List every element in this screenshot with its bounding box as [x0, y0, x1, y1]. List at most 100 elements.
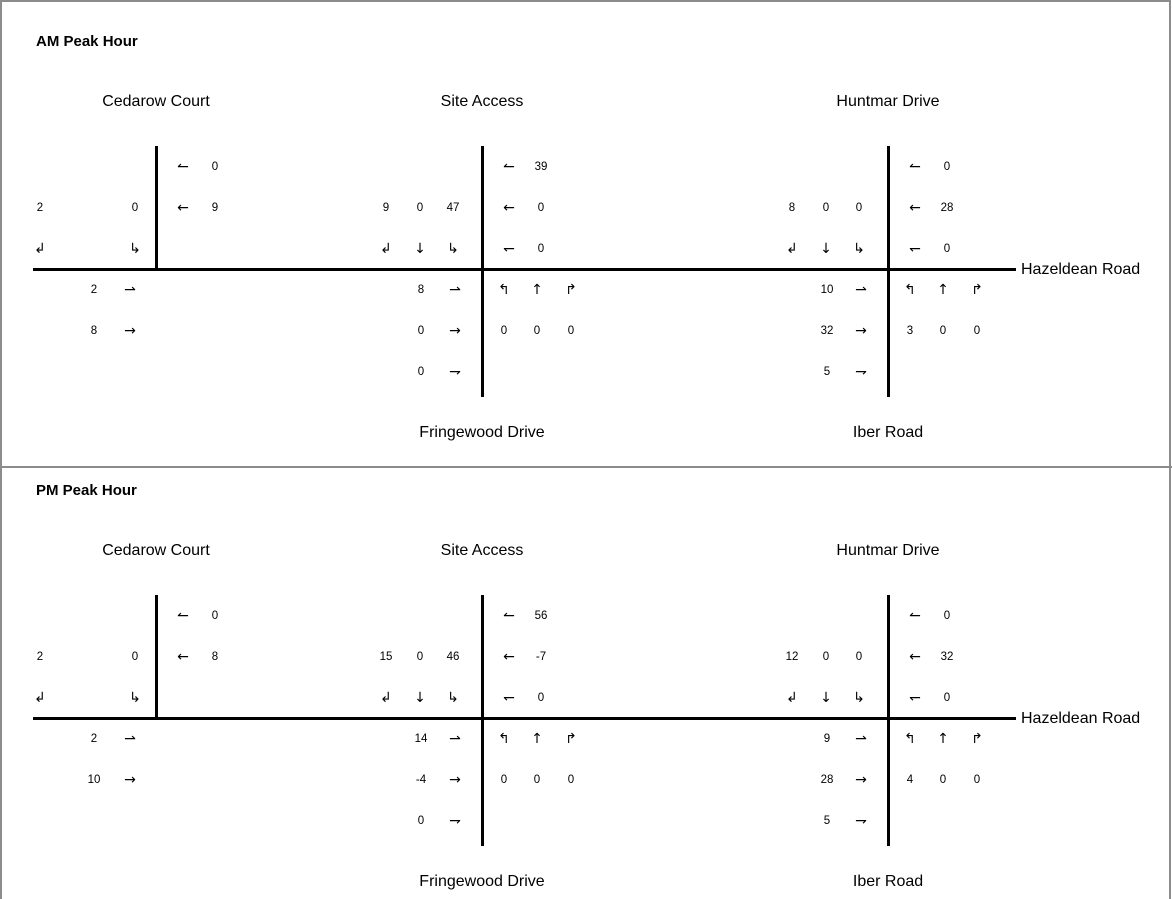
- huntmar-drive-line: [887, 595, 890, 846]
- site-wb-right-arrow-icon: ↽: [503, 241, 515, 257]
- cedarow-court-line: [155, 146, 158, 270]
- cedarow-eb-left-arrow-icon: ⇀: [124, 731, 136, 747]
- site-eb-thru-arrow-icon: →: [449, 323, 461, 339]
- site-eb-right-volume: 0: [417, 366, 425, 378]
- cedarow-eb-left-volume: 2: [90, 284, 98, 296]
- site-wb-right-arrow-icon: ↽: [503, 690, 515, 706]
- cedarow-eb-thru-arrow-icon: →: [124, 323, 136, 339]
- site-eb-left-arrow-icon: ⇀: [449, 282, 461, 298]
- site-wb-thru-volume: -7: [535, 651, 547, 663]
- street-label-huntmar-drive: Huntmar Drive: [836, 93, 940, 110]
- site-eb-left-volume: 8: [417, 284, 425, 296]
- street-label-site-access: Site Access: [440, 93, 524, 110]
- site-sb-right-volume: 15: [379, 651, 393, 663]
- cedarow-sb-right-arrow-icon: ↲: [34, 241, 46, 257]
- huntmar-eb-right-arrow-icon: ⇁: [855, 813, 867, 829]
- site-wb-uturn-volume: 56: [534, 610, 548, 622]
- cedarow-sb-left-volume: 0: [131, 202, 139, 214]
- cedarow-eb-thru-volume: 10: [87, 774, 101, 786]
- huntmar-eb-left-arrow-icon: ⇀: [855, 282, 867, 298]
- site-nb-thru-volume: 0: [533, 325, 541, 337]
- huntmar-eb-thru-volume: 32: [820, 325, 834, 337]
- cedarow-wb-thru-arrow-icon: ←: [177, 649, 189, 665]
- cedarow-sb-right-volume: 2: [36, 202, 44, 214]
- site-eb-right-arrow-icon: ⇁: [449, 813, 461, 829]
- site-sb-right-volume: 9: [382, 202, 390, 214]
- site-sb-right-arrow-icon: ↲: [380, 690, 392, 706]
- site-access-line: [481, 595, 484, 846]
- street-label-huntmar-drive: Huntmar Drive: [836, 542, 940, 559]
- site-sb-right-arrow-icon: ↲: [380, 241, 392, 257]
- huntmar-nb-right-arrow-icon: ↱: [971, 282, 983, 298]
- huntmar-eb-left-arrow-icon: ⇀: [855, 731, 867, 747]
- cedarow-wb-uturn-arrow-icon: ↼: [177, 159, 189, 175]
- huntmar-wb-thru-volume: 28: [940, 202, 954, 214]
- cedarow-sb-right-volume: 2: [36, 651, 44, 663]
- site-sb-left-volume: 47: [446, 202, 460, 214]
- hazeldean-road-line: [33, 268, 1016, 271]
- site-eb-thru-volume: -4: [415, 774, 427, 786]
- site-wb-thru-arrow-icon: ←: [503, 200, 515, 216]
- huntmar-sb-thru-volume: 0: [822, 651, 830, 663]
- street-label-cedarow-court: Cedarow Court: [102, 542, 210, 559]
- huntmar-wb-right-volume: 0: [943, 692, 951, 704]
- site-nb-thru-arrow-icon: ↑: [531, 282, 543, 298]
- huntmar-drive-line: [887, 146, 890, 397]
- huntmar-wb-right-arrow-icon: ↽: [909, 690, 921, 706]
- site-wb-right-volume: 0: [537, 243, 545, 255]
- site-nb-right-volume: 0: [567, 774, 575, 786]
- site-nb-thru-arrow-icon: ↑: [531, 731, 543, 747]
- site-sb-left-volume: 46: [446, 651, 460, 663]
- huntmar-sb-left-volume: 0: [855, 651, 863, 663]
- huntmar-sb-thru-arrow-icon: ↓: [820, 241, 832, 257]
- huntmar-nb-thru-arrow-icon: ↑: [937, 731, 949, 747]
- cedarow-eb-left-arrow-icon: ⇀: [124, 282, 136, 298]
- site-nb-left-arrow-icon: ↰: [498, 731, 510, 747]
- site-wb-right-volume: 0: [537, 692, 545, 704]
- site-wb-thru-arrow-icon: ←: [503, 649, 515, 665]
- site-eb-right-arrow-icon: ⇁: [449, 364, 461, 380]
- panel-title: AM Peak Hour: [36, 33, 138, 50]
- site-wb-uturn-volume: 39: [534, 161, 548, 173]
- cedarow-sb-right-arrow-icon: ↲: [34, 690, 46, 706]
- huntmar-nb-thru-volume: 0: [939, 774, 947, 786]
- huntmar-wb-uturn-arrow-icon: ↼: [909, 159, 921, 175]
- street-label-fringewood-drive: Fringewood Drive: [419, 424, 545, 441]
- cedarow-wb-thru-arrow-icon: ←: [177, 200, 189, 216]
- site-wb-uturn-arrow-icon: ↼: [503, 608, 515, 624]
- street-label-fringewood-drive: Fringewood Drive: [419, 873, 545, 890]
- huntmar-nb-right-volume: 0: [973, 774, 981, 786]
- huntmar-nb-right-volume: 0: [973, 325, 981, 337]
- site-nb-right-arrow-icon: ↱: [565, 731, 577, 747]
- site-eb-right-volume: 0: [417, 815, 425, 827]
- site-sb-thru-volume: 0: [416, 651, 424, 663]
- huntmar-wb-uturn-volume: 0: [943, 161, 951, 173]
- huntmar-sb-right-arrow-icon: ↲: [786, 690, 798, 706]
- huntmar-eb-thru-arrow-icon: →: [855, 323, 867, 339]
- cedarow-eb-thru-volume: 8: [90, 325, 98, 337]
- huntmar-nb-left-arrow-icon: ↰: [904, 731, 916, 747]
- site-sb-left-arrow-icon: ↳: [447, 241, 459, 257]
- huntmar-wb-uturn-volume: 0: [943, 610, 951, 622]
- huntmar-sb-left-arrow-icon: ↳: [853, 690, 865, 706]
- site-eb-thru-volume: 0: [417, 325, 425, 337]
- cedarow-wb-thru-volume: 8: [211, 651, 219, 663]
- site-access-line: [481, 146, 484, 397]
- site-eb-left-arrow-icon: ⇀: [449, 731, 461, 747]
- street-label-cedarow-court: Cedarow Court: [102, 93, 210, 110]
- cedarow-wb-thru-volume: 9: [211, 202, 219, 214]
- street-label-iber-road: Iber Road: [852, 424, 924, 441]
- cedarow-wb-uturn-volume: 0: [211, 610, 219, 622]
- huntmar-nb-thru-volume: 0: [939, 325, 947, 337]
- site-nb-left-arrow-icon: ↰: [498, 282, 510, 298]
- huntmar-sb-right-arrow-icon: ↲: [786, 241, 798, 257]
- site-nb-right-volume: 0: [567, 325, 575, 337]
- cedarow-wb-uturn-volume: 0: [211, 161, 219, 173]
- panel-divider: [0, 466, 1172, 468]
- huntmar-sb-right-volume: 8: [788, 202, 796, 214]
- huntmar-sb-right-volume: 12: [785, 651, 799, 663]
- street-label-iber-road: Iber Road: [852, 873, 924, 890]
- cedarow-eb-thru-arrow-icon: →: [124, 772, 136, 788]
- site-nb-right-arrow-icon: ↱: [565, 282, 577, 298]
